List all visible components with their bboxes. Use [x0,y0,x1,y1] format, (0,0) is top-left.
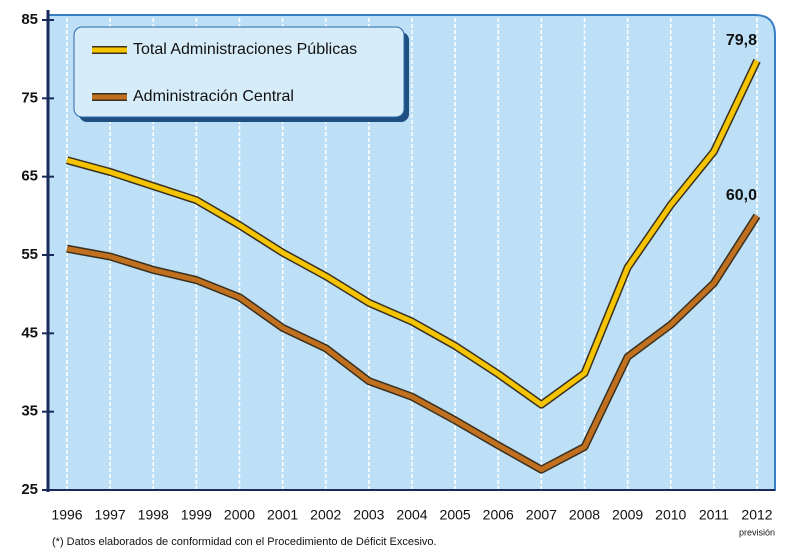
x-tick-label: 2006 [483,507,514,523]
x-tick-label: 2008 [569,507,600,523]
y-tick-label: 65 [21,168,38,185]
legend-entries: Total Administraciones Públicas Administr… [92,41,357,105]
y-tick-label: 45 [21,324,38,341]
x-tick-label: 2012 [741,507,772,523]
x-tick-label: 2001 [267,507,298,523]
x-tick-label: 2000 [224,507,255,523]
y-tick-label: 75 [21,89,38,106]
legend-label: Total Administraciones Públicas [133,41,357,58]
value-label: 60,0 [726,187,757,204]
x-tick-label: 1998 [138,507,169,523]
legend [73,26,405,118]
x-tick-label: 2007 [526,507,557,523]
y-tick-label: 55 [21,246,38,263]
lines [65,59,761,474]
x-tick-label: 1997 [95,507,126,523]
x-tick-label: 1999 [181,507,212,523]
x-tick-label: 2010 [655,507,686,523]
x-tick-label: 2004 [396,507,427,523]
x-tick-label: 2003 [353,507,384,523]
x-tick-label: 2009 [612,507,643,523]
value-label: 79,8 [726,32,757,49]
footnote: (*) Datos elaborados de conformidad con … [52,536,437,548]
grid [66,18,758,490]
x-note: previsión [739,527,775,537]
y-tick-label: 25 [21,481,38,498]
x-tick-label: 1996 [51,507,82,523]
x-tick-label: 2005 [440,507,471,523]
x-tick-label: 2011 [699,507,729,523]
y-tick-label: 35 [21,403,38,420]
legend-label: Administración Central [133,88,294,105]
line [66,214,760,473]
x-tick-label: 2002 [310,507,341,523]
y-tick-label: 85 [21,11,38,28]
line [66,59,760,408]
